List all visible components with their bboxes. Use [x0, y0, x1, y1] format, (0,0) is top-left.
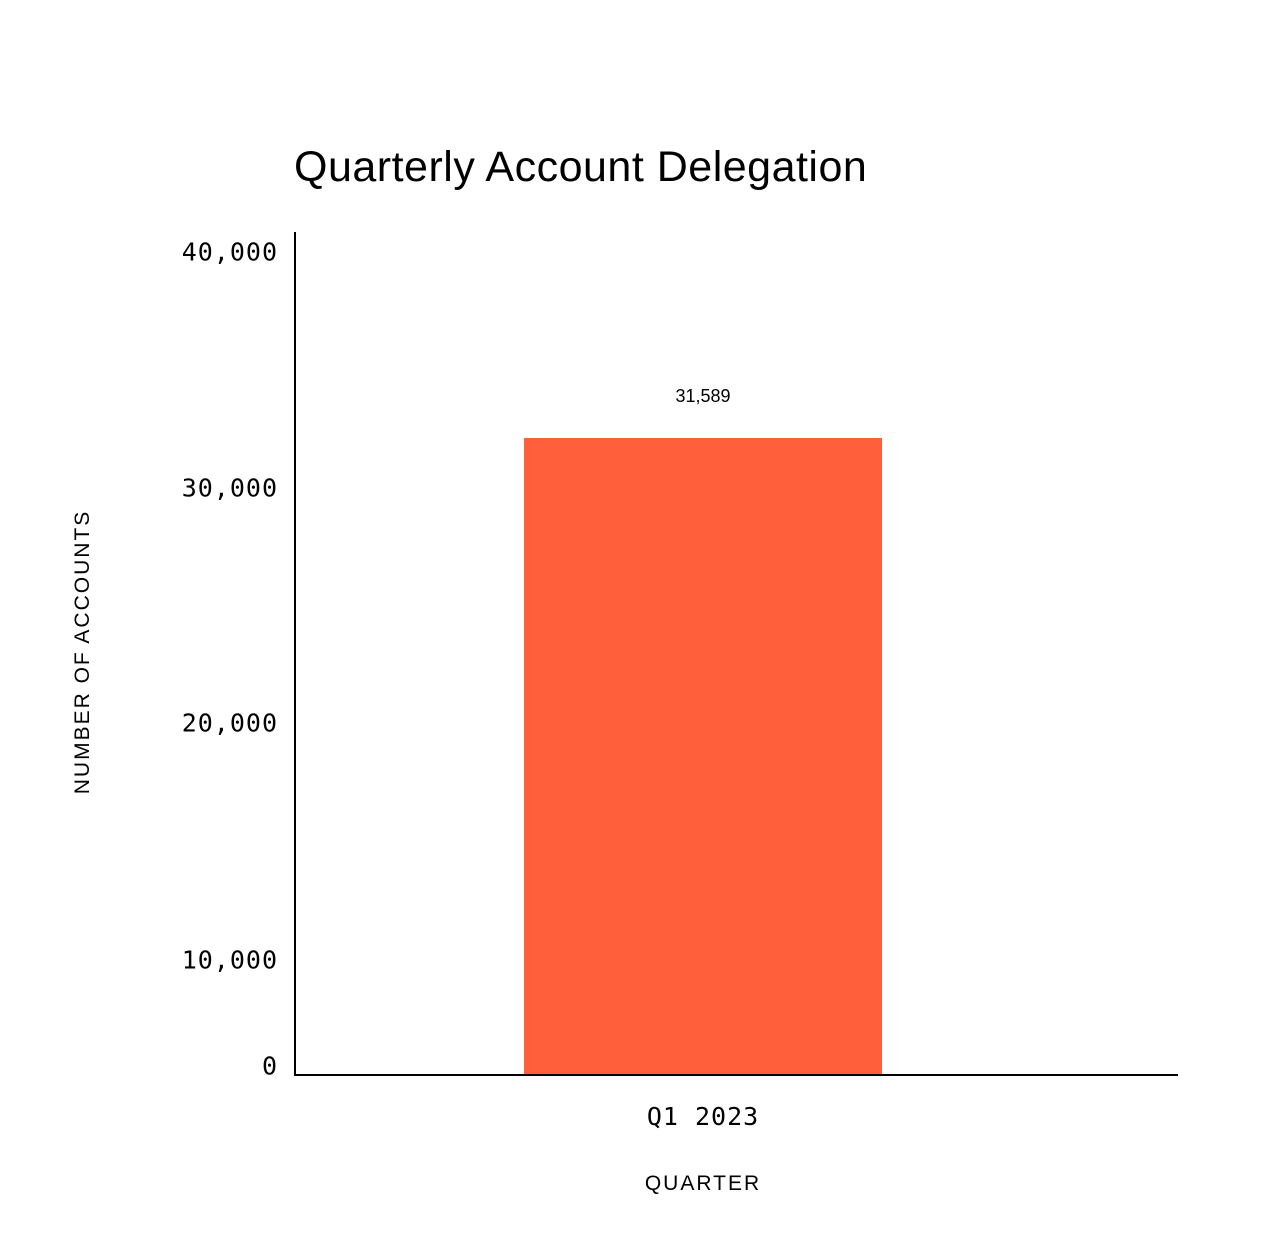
x-axis-line [294, 1074, 1178, 1076]
y-tick-10000: 10,000 [181, 945, 278, 975]
x-axis-title: QUARTER [644, 1172, 762, 1195]
bar-value-label: 31,589 [675, 386, 731, 406]
y-axis-title: NUMBER OF ACCOUNTS [71, 509, 94, 795]
chart-title: Quarterly Account Delegation [294, 143, 868, 191]
y-tick-40000: 40,000 [181, 237, 278, 267]
y-tick-20000: 20,000 [181, 708, 278, 738]
y-axis-line [294, 232, 296, 1076]
bar-q1-2023 [524, 438, 882, 1075]
x-tick-q1-2023: Q1 2023 [646, 1102, 760, 1131]
y-tick-0: 0 [261, 1051, 278, 1081]
y-tick-30000: 30,000 [181, 473, 278, 503]
